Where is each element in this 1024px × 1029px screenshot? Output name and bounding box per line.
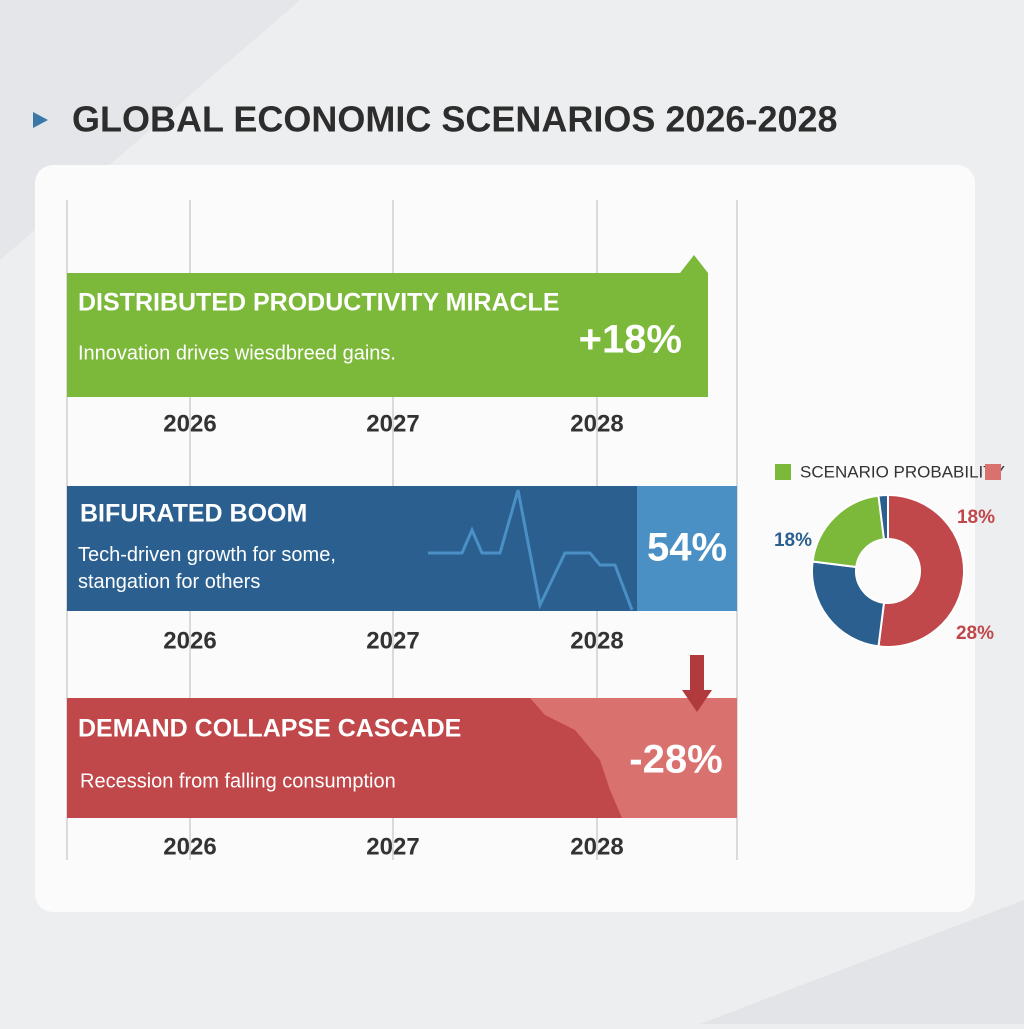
legend-swatch: [775, 464, 791, 480]
banner-highlight: [530, 698, 737, 818]
year-axes: 2026 2027 2028 2026 2027 2028 2026 2027 2028: [163, 410, 623, 860]
scenario-subtitle: Recession from falling consumption: [80, 770, 396, 792]
legend-title: SCENARIO PROBABILITY: [800, 462, 1005, 481]
year-label: 2027: [366, 410, 419, 437]
title-marker: [33, 112, 48, 128]
donut-annotation: 18%: [957, 507, 995, 528]
scenario-value: 54%: [647, 526, 727, 570]
up-arrow: [680, 255, 708, 273]
annotations: 18% 18% 28%: [774, 507, 995, 644]
year-label: 2026: [163, 833, 216, 860]
donut-segment: [877, 493, 889, 541]
donut-chart: [811, 493, 965, 648]
year-label: 2026: [163, 627, 216, 654]
scenario-title: BIFURATED BOOM: [80, 500, 307, 528]
year-label: 2027: [366, 627, 419, 654]
scenario-title: DISTRIBUTED PRODUCTIVITY MIRACLE: [78, 289, 560, 317]
page-title: GLOBAL ECONOMIC SCENARIOS 2026-2028: [72, 99, 838, 140]
scenario-value: +18%: [579, 318, 682, 362]
donut-annotation: 18%: [774, 530, 812, 551]
donut-segment: [811, 560, 886, 648]
donut-annotation: 28%: [956, 623, 994, 644]
scenario-title: DEMAND COLLAPSE CASCADE: [78, 715, 461, 743]
donut-segment: [877, 493, 965, 648]
donut-segment: [811, 494, 886, 569]
legend-swatch: [985, 464, 1001, 480]
subtitle-box: Tech-driven growth for some, stangation …: [78, 544, 336, 593]
down-arrow: [682, 655, 712, 712]
scenario-value: -28%: [629, 738, 722, 782]
year-label: 2027: [366, 833, 419, 860]
year-label: 2026: [163, 410, 216, 437]
year-label: 2028: [570, 833, 623, 860]
scenario-subtitle: Tech-driven growth for some, stangation …: [78, 544, 336, 593]
year-label: 2028: [570, 627, 623, 654]
scenario-subtitle: Innovation drives wiesdbreed gains.: [78, 342, 396, 364]
scenario-banner: [67, 273, 708, 397]
banner-highlight: [637, 486, 737, 611]
year-label: 2028: [570, 410, 623, 437]
sparkline: [428, 489, 634, 611]
bg-shape: [700, 900, 1024, 1024]
